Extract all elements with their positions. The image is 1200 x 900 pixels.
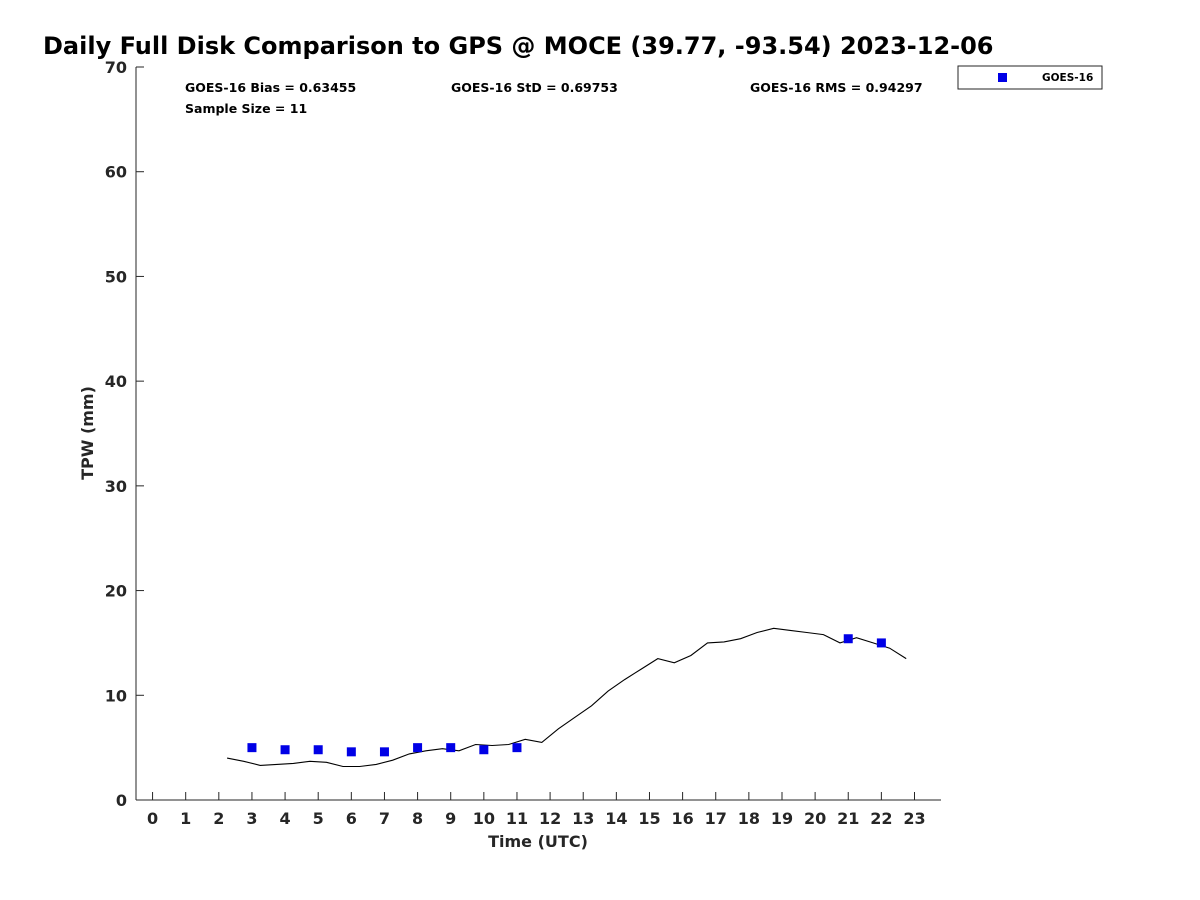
- x-tick-label: 5: [313, 809, 324, 828]
- x-tick-label: 10: [473, 809, 495, 828]
- legend-marker-goes16: [998, 73, 1007, 82]
- legend-box: [957, 65, 1103, 90]
- stat-rms: GOES-16 RMS = 0.94297: [750, 80, 923, 95]
- x-tick-label: 20: [804, 809, 826, 828]
- x-tick-label: 13: [572, 809, 594, 828]
- legend: GOES-16: [957, 65, 1103, 90]
- x-tick-label: 17: [705, 809, 727, 828]
- x-axis-label: Time (UTC): [488, 832, 588, 851]
- y-tick-label: 60: [105, 163, 127, 182]
- data-point-goes16: [479, 745, 489, 755]
- x-tick-label: 21: [837, 809, 859, 828]
- y-tick-label: 40: [105, 372, 127, 391]
- data-point-goes16: [247, 743, 257, 753]
- x-tick-label: 9: [445, 809, 456, 828]
- y-tick-label: 10: [105, 686, 127, 705]
- y-tick-label: 20: [105, 582, 127, 601]
- y-tick-label: 50: [105, 267, 127, 286]
- chart-title: Daily Full Disk Comparison to GPS @ MOCE…: [43, 32, 994, 60]
- x-tick-label: 15: [638, 809, 660, 828]
- series-line: [226, 627, 907, 768]
- series-layer: [226, 627, 907, 768]
- x-tick-label: 23: [903, 809, 925, 828]
- x-tick-label: 14: [605, 809, 627, 828]
- x-tick-label: 12: [539, 809, 561, 828]
- y-axis-label: TPW (mm): [78, 386, 97, 480]
- y-ticks: 0 10 20 30 40 50 60 70: [105, 58, 144, 810]
- data-point-goes16: [843, 634, 853, 644]
- x-ticks: 0 1 2 3 4 5 6 7 8 9 10 11 12 13 14 15 16 17 18 19 20 21 22 23: [147, 792, 926, 828]
- data-point-goes16: [512, 743, 522, 753]
- y-tick-label: 30: [105, 477, 127, 496]
- y-tick-label: 0: [116, 791, 127, 810]
- data-point-goes16: [346, 747, 356, 757]
- x-tick-label: 6: [346, 809, 357, 828]
- x-tick-label: 16: [671, 809, 693, 828]
- x-tick-label: 11: [506, 809, 528, 828]
- y-tick-label: 70: [105, 58, 127, 77]
- stat-std: GOES-16 StD = 0.69753: [451, 80, 618, 95]
- data-point-goes16: [446, 743, 456, 753]
- data-point-goes16: [876, 638, 886, 648]
- stat-bias: GOES-16 Bias = 0.63455: [185, 80, 356, 95]
- x-tick-label: 22: [870, 809, 892, 828]
- data-point-goes16: [379, 747, 389, 757]
- x-tick-label: 7: [379, 809, 390, 828]
- data-point-goes16: [413, 743, 423, 753]
- x-tick-label: 4: [280, 809, 291, 828]
- x-tick-label: 8: [412, 809, 423, 828]
- x-tick-label: 2: [213, 809, 224, 828]
- stat-sample-size: Sample Size = 11: [185, 101, 307, 116]
- x-tick-label: 18: [738, 809, 760, 828]
- x-tick-label: 1: [180, 809, 191, 828]
- legend-label-goes16: GOES-16: [1042, 72, 1093, 84]
- x-tick-label: 19: [771, 809, 793, 828]
- x-tick-label: 0: [147, 809, 158, 828]
- data-point-goes16: [280, 745, 290, 755]
- data-point-goes16: [313, 745, 323, 755]
- x-tick-label: 3: [246, 809, 257, 828]
